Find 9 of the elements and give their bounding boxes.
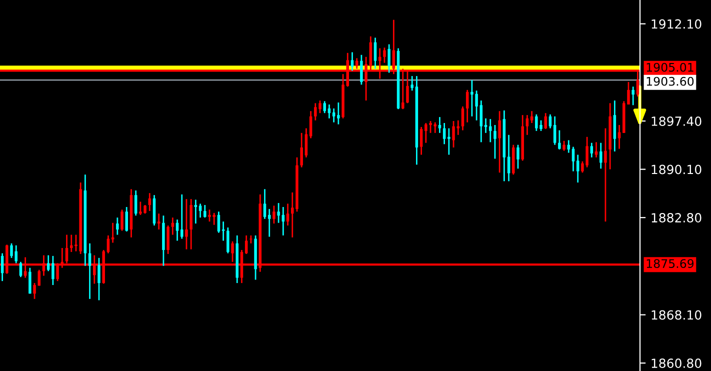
- y-tick-label: 1860.80: [652, 358, 702, 368]
- ref-line-label: 1903.60: [646, 76, 694, 86]
- ref-line-label: 1905.01: [646, 62, 694, 72]
- ref-line-label: 1875.69: [646, 259, 694, 268]
- y-tick-label: 1890.10: [652, 164, 702, 174]
- y-tick-label: 1882.80: [652, 213, 702, 222]
- y-tick-label: 1912.10: [652, 19, 702, 29]
- y-tick-label: 1897.40: [652, 116, 702, 126]
- y-tick-label: 1868.10: [652, 310, 702, 320]
